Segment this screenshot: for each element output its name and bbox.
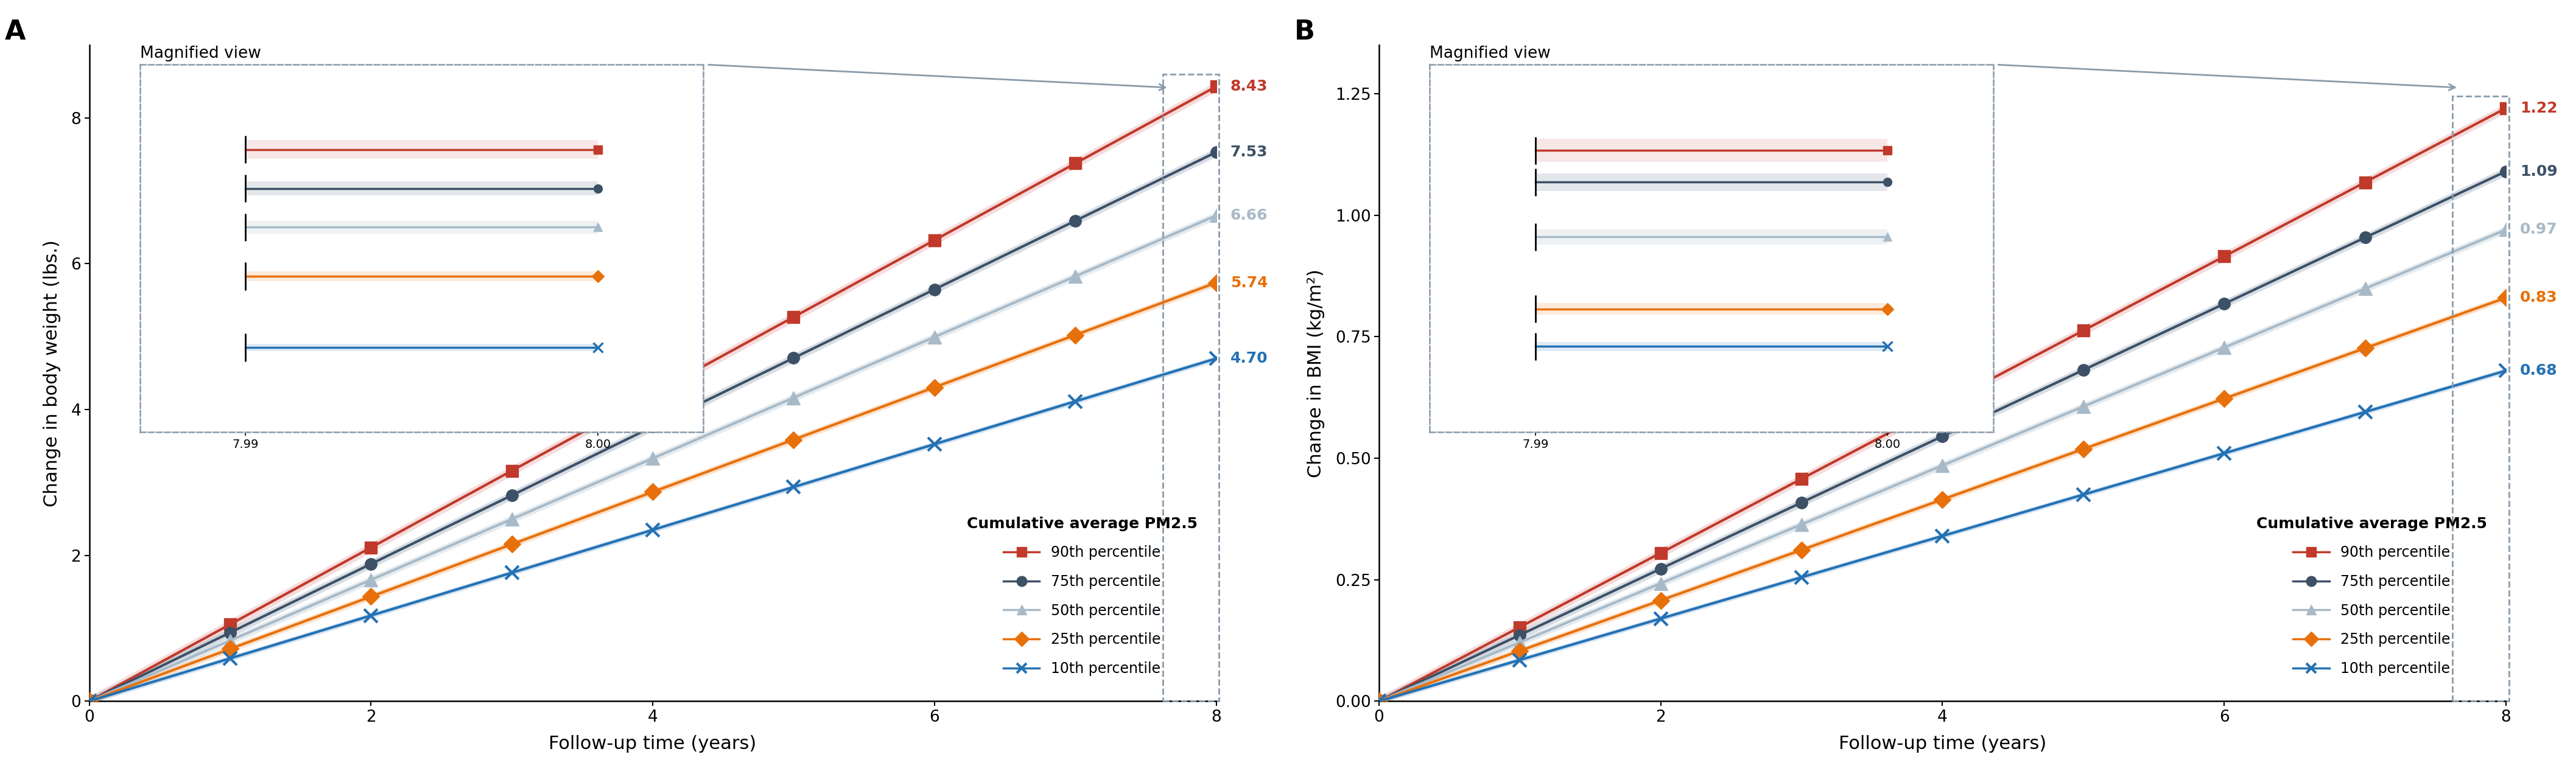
Text: A: A bbox=[5, 19, 26, 45]
Text: 4.70: 4.70 bbox=[1231, 351, 1267, 366]
X-axis label: Follow-up time (years): Follow-up time (years) bbox=[1839, 735, 2045, 753]
Legend: 90th percentile, 75th percentile, 50th percentile, 25th percentile, 10th percent: 90th percentile, 75th percentile, 50th p… bbox=[956, 505, 1208, 687]
Text: 8.43: 8.43 bbox=[1231, 79, 1267, 94]
Y-axis label: Change in BMI (kg/m²): Change in BMI (kg/m²) bbox=[1309, 269, 1324, 478]
X-axis label: Follow-up time (years): Follow-up time (years) bbox=[549, 735, 757, 753]
Text: 7.53: 7.53 bbox=[1231, 145, 1267, 159]
Legend: 90th percentile, 75th percentile, 50th percentile, 25th percentile, 10th percent: 90th percentile, 75th percentile, 50th p… bbox=[2244, 505, 2499, 687]
Bar bbox=[1162, 74, 1218, 701]
Text: 6.66: 6.66 bbox=[1231, 208, 1267, 223]
Text: 5.74: 5.74 bbox=[1231, 276, 1267, 290]
Text: 0.97: 0.97 bbox=[2519, 222, 2558, 237]
Text: B: B bbox=[1293, 19, 1316, 45]
Y-axis label: Change in body weight (lbs.): Change in body weight (lbs.) bbox=[44, 240, 62, 507]
Bar bbox=[2452, 96, 2509, 701]
Text: 1.22: 1.22 bbox=[2519, 101, 2558, 115]
Text: 0.83: 0.83 bbox=[2519, 290, 2558, 305]
Text: 0.68: 0.68 bbox=[2519, 363, 2558, 378]
Text: 1.09: 1.09 bbox=[2519, 164, 2558, 179]
